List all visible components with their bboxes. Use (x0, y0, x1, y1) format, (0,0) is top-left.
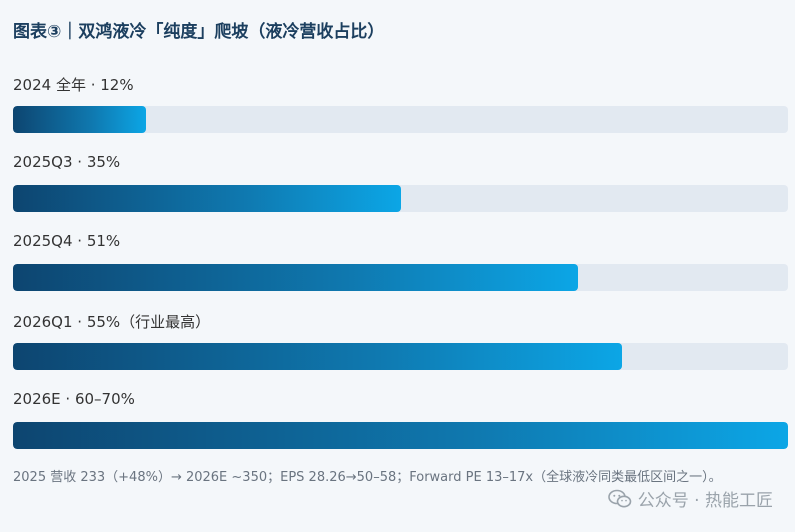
bar-label: 2026E · 60–70% (13, 390, 135, 408)
bar-label: 2025Q4 · 51% (13, 232, 121, 250)
bar-track (13, 264, 788, 291)
watermark-text: 公众号 · 热能工匠 (637, 491, 773, 511)
footnote: 2025 营收 233（+48%）→ 2026E ~350；EPS 28.26→… (13, 470, 722, 485)
bar-fill (13, 106, 146, 133)
bar-fill (13, 185, 401, 212)
bar-track (13, 422, 788, 449)
bar-label: 2026Q1 · 55%（行业最高） (13, 313, 211, 331)
watermark: 公众号 · 热能工匠 (607, 486, 773, 511)
bar-fill (13, 343, 622, 370)
bar-track (13, 343, 788, 370)
bar-track (13, 185, 788, 212)
bar-label: 2025Q3 · 35% (13, 153, 121, 171)
chart-title: 图表③｜双鸿液冷「纯度」爬坡（液冷营收占比） (13, 22, 385, 42)
bar-label: 2024 全年 · 12% (13, 76, 134, 94)
bar-fill (13, 264, 578, 291)
wechat-icon (607, 489, 632, 507)
bar-track (13, 106, 788, 133)
bar-fill (13, 422, 788, 449)
